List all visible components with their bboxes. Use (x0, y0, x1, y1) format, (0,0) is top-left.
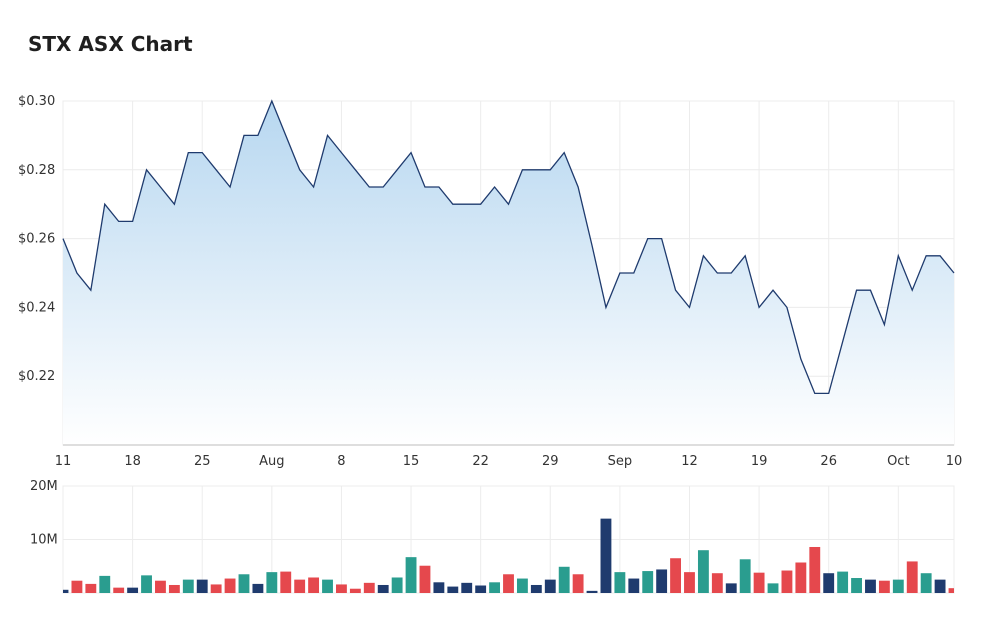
price-x-tick-label: 19 (751, 454, 768, 469)
volume-bar (684, 572, 695, 593)
volume-bar (447, 586, 459, 593)
volume-bar (280, 571, 292, 593)
volume-bar (377, 584, 389, 593)
volume-bar (739, 559, 751, 593)
price-x-tick-label: 29 (542, 454, 559, 469)
volume-y-tick-label: 20M (30, 479, 58, 494)
volume-bar (628, 578, 640, 593)
price-y-tick-label: $0.30 (18, 94, 55, 109)
volume-bar (544, 579, 556, 594)
volume-bar (266, 572, 278, 593)
price-x-axis: 11 18 25 Aug 8 15 22 29 Sep 12 19 26 Oct 10 (55, 444, 963, 469)
volume-bar (336, 584, 347, 593)
volume-bar (419, 565, 431, 593)
volume-bar (475, 585, 487, 593)
price-x-tick-label: 10 (946, 454, 963, 469)
price-x-tick-label: 25 (194, 454, 211, 469)
volume-bar (391, 577, 403, 593)
price-line (62, 99, 955, 395)
volume-bar (113, 587, 125, 593)
volume-bar (71, 580, 83, 593)
volume-bar (586, 590, 598, 593)
volume-bar (934, 579, 946, 594)
price-y-tick-label: $0.26 (18, 232, 55, 247)
price-x-tick-label: Oct (887, 454, 909, 469)
volume-bar (85, 583, 97, 593)
volume-bar (516, 578, 528, 593)
price-x-tick-label: Sep (608, 454, 633, 469)
volume-y-tick-label: 10M (30, 533, 58, 548)
price-x-tick-label: 18 (124, 454, 141, 469)
volume-bar (558, 566, 570, 593)
volume-bar (670, 558, 681, 593)
volume-bar (572, 574, 584, 593)
volume-bar (865, 579, 876, 594)
volume-bar (711, 573, 723, 593)
volume-bar (530, 584, 542, 593)
volume-bar (433, 582, 445, 593)
volume-bar (127, 587, 139, 593)
volume-bar (809, 546, 821, 593)
volume-bar (196, 579, 208, 594)
volume-bar (349, 588, 361, 593)
volume-bar (461, 582, 473, 593)
price-area (63, 101, 954, 445)
price-y-tick-label: $0.28 (18, 163, 55, 178)
volume-bar (656, 569, 668, 593)
volume-bar (920, 573, 932, 593)
volume-bar (210, 584, 222, 593)
price-y-axis: $0.30 $0.28 $0.26 $0.24 $0.22 (18, 94, 55, 384)
volume-bar (489, 582, 501, 593)
volume-bar (725, 583, 737, 593)
volume-bar (878, 580, 890, 593)
volume-bar (182, 579, 194, 594)
volume-bar (405, 557, 417, 593)
volume-bar (155, 580, 166, 593)
price-x-tick-label: 15 (403, 454, 420, 469)
volume-bar (614, 572, 626, 593)
volume-bar (753, 572, 765, 593)
volume-bar (63, 589, 69, 593)
price-y-tick-label: $0.22 (18, 369, 55, 384)
volume-bar (906, 561, 918, 593)
volume-bar (141, 575, 152, 593)
volume-bar (168, 584, 180, 593)
price-x-tick-label: Aug (259, 454, 284, 469)
volume-bar (322, 579, 333, 594)
volume-bar (851, 578, 862, 593)
price-x-tick-label: 22 (472, 454, 489, 469)
volume-bar (308, 577, 320, 593)
volume-bar (892, 579, 904, 594)
volume-bar (294, 579, 306, 594)
volume-bar (224, 578, 236, 593)
volume-bars (63, 518, 954, 594)
volume-bar (837, 571, 849, 593)
volume-bar (795, 562, 807, 593)
volume-bar (503, 574, 514, 593)
volume-bar (642, 571, 654, 593)
price-x-tick-label: 8 (337, 454, 345, 469)
volume-bar (252, 583, 264, 593)
volume-bar (781, 570, 793, 593)
price-x-tick-label: 12 (681, 454, 698, 469)
volume-bar (99, 575, 111, 593)
volume-bar (363, 582, 375, 593)
volume-bar (238, 574, 250, 593)
volume-bar (600, 518, 612, 593)
volume-y-axis: 20M 10M (30, 479, 58, 548)
price-x-tick-label: 11 (55, 454, 72, 469)
chart-title: STX ASX Chart (28, 32, 193, 56)
price-y-tick-label: $0.24 (18, 300, 55, 315)
volume-bar (767, 583, 779, 593)
volume-bar (697, 550, 709, 593)
price-x-tick-label: 26 (820, 454, 837, 469)
volume-bar (948, 588, 954, 593)
volume-bar (823, 573, 835, 593)
